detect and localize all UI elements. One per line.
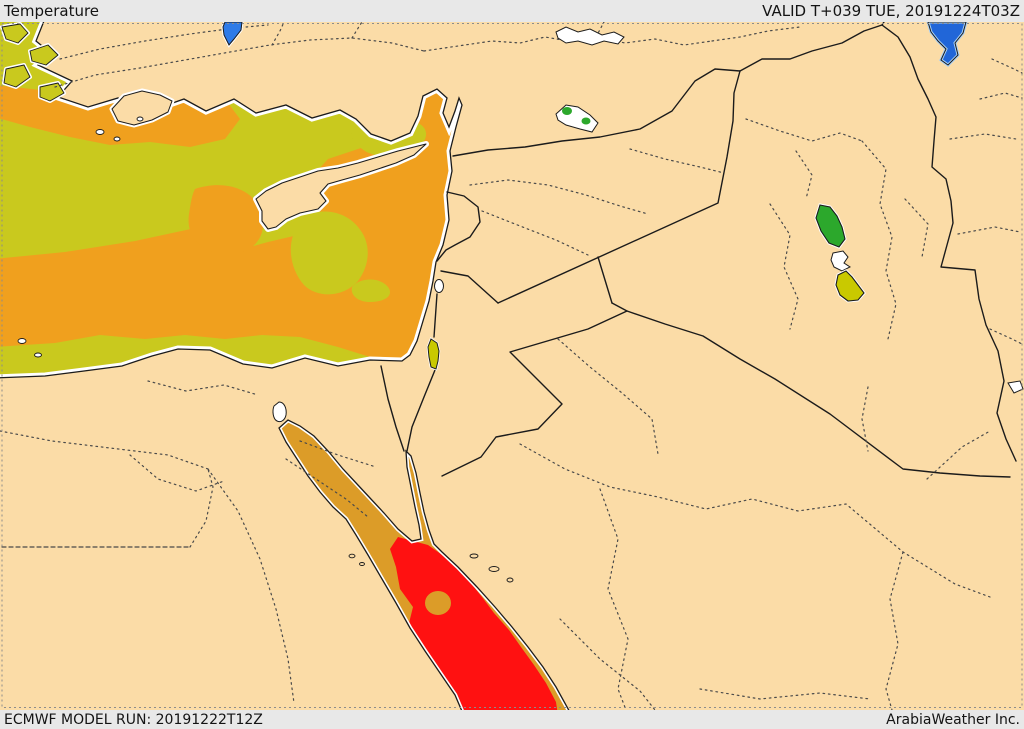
reservoir-crescent bbox=[555, 104, 599, 133]
header-bar: Temperature VALID T+039 TUE, 20191224T03… bbox=[0, 0, 1024, 22]
model-run-label: ECMWF MODEL RUN: 20191222T12Z bbox=[4, 711, 263, 728]
border-jordan-iraq bbox=[597, 256, 613, 304]
valid-time-label: VALID T+039 TUE, 20191224T03Z bbox=[762, 1, 1020, 20]
footer-bar: ECMWF MODEL RUN: 20191222T12Z ArabiaWeat… bbox=[0, 710, 1024, 729]
red-sea-islands bbox=[348, 553, 514, 583]
med-orange-south-region bbox=[0, 91, 458, 361]
border-iran-iraq bbox=[881, 24, 1017, 462]
border-egypt-israel bbox=[380, 365, 405, 452]
lakes bbox=[221, 22, 1024, 423]
admin-borders bbox=[0, 22, 1023, 710]
med-olive-patch-small bbox=[351, 279, 390, 302]
border-turkey-syria bbox=[452, 68, 741, 157]
border-iraq-saudi bbox=[611, 302, 1011, 478]
lake-edge-east bbox=[1007, 380, 1024, 394]
lake-galilee bbox=[434, 279, 444, 293]
country-borders bbox=[380, 22, 1017, 478]
med-orange-blob bbox=[188, 185, 264, 255]
med-olive-patch-sw-cyprus bbox=[290, 211, 368, 295]
lake-bitter bbox=[272, 401, 287, 423]
brand-label: ArabiaWeather Inc. bbox=[886, 711, 1020, 728]
border-lebanon bbox=[436, 191, 481, 262]
page-title: Temperature bbox=[4, 1, 100, 20]
reservoir-white-east bbox=[555, 26, 625, 46]
temperature-map bbox=[0, 22, 1024, 710]
small-islands bbox=[17, 116, 144, 358]
lake-white-mid bbox=[830, 250, 851, 272]
islands bbox=[0, 22, 426, 358]
border-syria-iraq bbox=[497, 70, 741, 304]
border-jordan-syria bbox=[440, 270, 499, 304]
border-jordan-saudi bbox=[441, 310, 628, 477]
border-turkey-iraq bbox=[739, 22, 885, 72]
border-israel-jordan-south bbox=[406, 369, 436, 452]
red-sea-warm-patch bbox=[425, 591, 451, 615]
border-israel-jordan-north bbox=[433, 293, 438, 338]
map-canvas bbox=[0, 22, 1024, 710]
map-frame bbox=[1, 23, 1023, 708]
